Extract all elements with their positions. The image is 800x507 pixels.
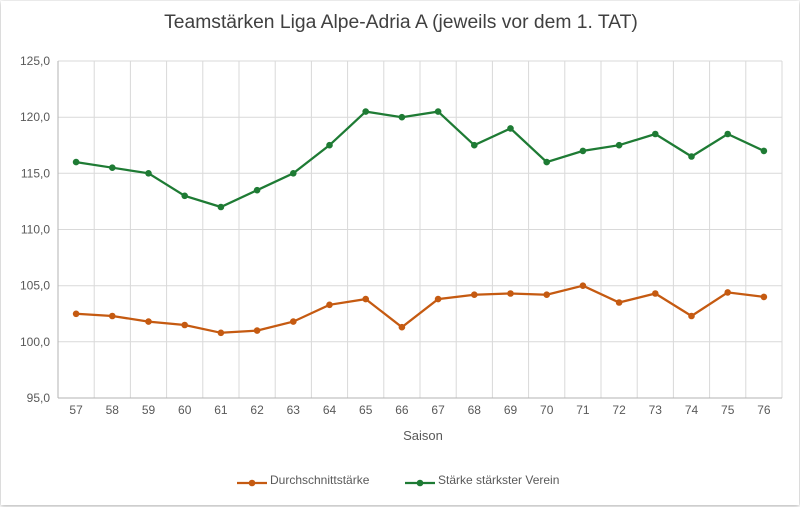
- svg-text:62: 62: [250, 403, 264, 417]
- svg-text:57: 57: [69, 403, 83, 417]
- svg-text:115,0: 115,0: [21, 166, 50, 180]
- svg-text:120,0: 120,0: [20, 110, 50, 124]
- svg-text:58: 58: [106, 403, 120, 417]
- svg-text:73: 73: [649, 403, 663, 417]
- svg-text:110,0: 110,0: [21, 223, 50, 237]
- svg-text:75: 75: [721, 403, 735, 417]
- svg-text:71: 71: [576, 403, 590, 417]
- svg-text:100,0: 100,0: [20, 335, 50, 349]
- svg-text:67: 67: [431, 403, 445, 417]
- svg-text:61: 61: [214, 403, 228, 417]
- svg-text:95,0: 95,0: [27, 391, 51, 405]
- svg-text:60: 60: [178, 403, 192, 417]
- svg-text:64: 64: [323, 403, 337, 417]
- svg-text:105,0: 105,0: [20, 279, 50, 293]
- svg-text:125,0: 125,0: [20, 54, 50, 68]
- svg-text:63: 63: [287, 403, 301, 417]
- svg-text:59: 59: [142, 403, 156, 417]
- svg-text:68: 68: [468, 403, 482, 417]
- svg-text:70: 70: [540, 403, 554, 417]
- svg-text:66: 66: [395, 403, 409, 417]
- svg-text:74: 74: [685, 403, 699, 417]
- svg-text:72: 72: [612, 403, 626, 417]
- svg-text:65: 65: [359, 403, 373, 417]
- svg-text:69: 69: [504, 403, 518, 417]
- svg-text:76: 76: [757, 403, 771, 417]
